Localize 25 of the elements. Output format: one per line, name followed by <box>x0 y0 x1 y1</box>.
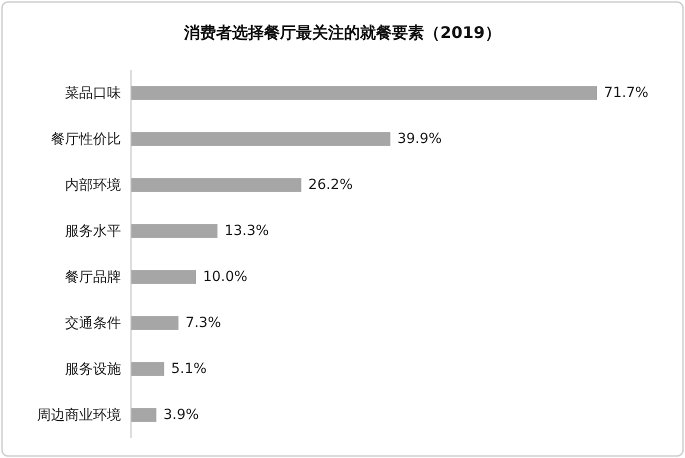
y-tick-label: 内部环境 <box>65 177 121 194</box>
bar <box>131 132 390 146</box>
bar <box>131 362 164 376</box>
data-label: 10.0% <box>202 269 248 285</box>
data-label: 3.9% <box>163 407 199 423</box>
bar <box>131 178 302 192</box>
data-label: 13.3% <box>224 223 269 239</box>
y-tick-label: 菜品口味 <box>65 85 121 102</box>
bar <box>131 408 156 422</box>
y-tick-label: 餐厅品牌 <box>65 269 121 286</box>
y-tick-label: 周边商业环境 <box>37 407 121 424</box>
y-tick-label: 服务水平 <box>65 223 121 240</box>
bar <box>131 270 196 284</box>
data-label: 7.3% <box>185 315 222 331</box>
bar <box>131 316 178 330</box>
y-tick-label: 交通条件 <box>65 315 121 332</box>
y-tick-label: 餐厅性价比 <box>51 131 121 148</box>
bar <box>131 224 218 238</box>
data-label: 26.2% <box>308 177 353 193</box>
y-tick-label: 服务设施 <box>65 361 121 378</box>
data-label: 71.7% <box>604 85 648 101</box>
chart-title: 消费者选择餐厅最关注的就餐要素（2019） <box>183 23 501 42</box>
data-label: 39.9% <box>397 131 442 147</box>
bar <box>131 86 597 100</box>
data-label: 5.1% <box>171 361 207 377</box>
